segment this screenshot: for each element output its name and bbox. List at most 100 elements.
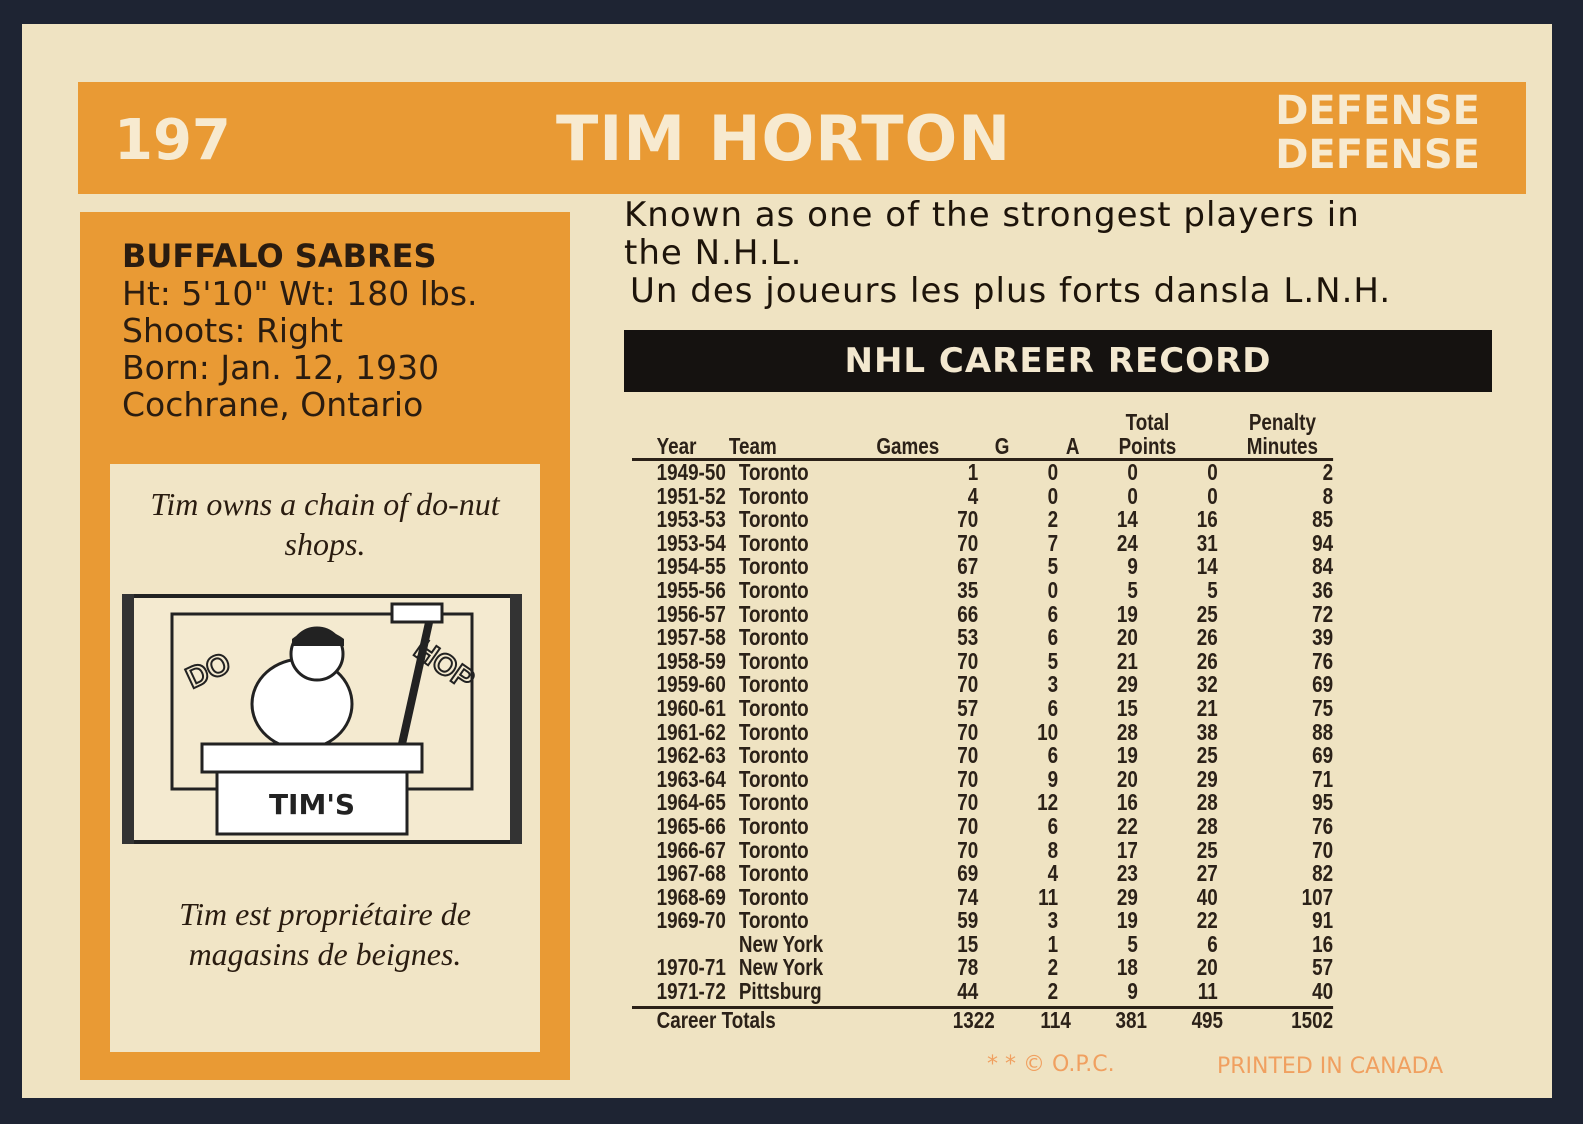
cell-pim: 1502 [1291, 1006, 1334, 1033]
cell-goals: 5 [1047, 647, 1059, 674]
cell-points: 11 [1197, 978, 1218, 1005]
trivia-fr: Tim est propriétaire de magasins de beig… [179, 896, 471, 972]
cell-goals: 10 [1037, 718, 1059, 745]
cell-pim: 71 [1312, 765, 1334, 792]
hockey-card-back: 197 TIM HORTON DEFENSE DEFENSE BUFFALO S… [22, 24, 1552, 1098]
cell-games: 35 [957, 576, 979, 603]
cell-team: Toronto [738, 647, 809, 674]
table-row: 1962-63 Toronto 70 6 19 25 69 [632, 742, 1334, 769]
totals-row: Career Totals 1322 114 381 495 1502 [632, 1005, 1334, 1033]
cell-goals: 114 [1040, 1006, 1071, 1033]
cell-games: 70 [957, 718, 979, 745]
card-number: 197 [114, 108, 231, 173]
cell-games: 70 [957, 647, 979, 674]
cell-year: 1951-52 [656, 482, 726, 509]
cell-points: 21 [1196, 694, 1218, 721]
table-row: 1968-69 Toronto 74 11 29 40 107 [632, 883, 1334, 910]
cell-points: 32 [1196, 671, 1218, 698]
cell-games: 57 [957, 694, 979, 721]
col-header: Penalty Minutes [1246, 409, 1319, 459]
cell-assists: 24 [1116, 529, 1138, 556]
table-row: 1963-64 Toronto 70 9 20 29 71 [632, 765, 1334, 792]
cell-year: 1949-50 [656, 459, 726, 485]
table-row: 1949-50 Toronto 1 0 0 0 2 [632, 459, 1334, 485]
table-row: 1954-55 Toronto 67 5 9 14 84 [632, 553, 1334, 580]
cell-assists: 15 [1116, 694, 1138, 721]
cell-assists: 5 [1127, 576, 1138, 603]
cell-team: Toronto [738, 883, 809, 910]
cell-games: 67 [957, 553, 979, 580]
table-row: 1958-59 Toronto 70 5 21 26 76 [632, 647, 1334, 674]
cell-games: 66 [957, 600, 979, 627]
cell-goals: 1 [1047, 930, 1059, 957]
cell-assists: 20 [1116, 765, 1138, 792]
cell-points: 26 [1196, 624, 1218, 651]
cell-year: 1956-57 [656, 600, 726, 627]
cell-games: 70 [957, 506, 979, 533]
table-row: 1956-57 Toronto 66 6 19 25 72 [632, 600, 1334, 627]
cell-assists: 29 [1116, 671, 1138, 698]
col-header: Year [656, 433, 697, 459]
blurb-fr: Un des joueurs les plus forts dansla L.N… [630, 271, 1392, 311]
cell-year: 1966-67 [656, 836, 726, 863]
cell-team: Toronto [738, 765, 809, 792]
cell-goals: 6 [1047, 742, 1059, 769]
col-header: A [1065, 433, 1080, 459]
cell-games: 44 [957, 978, 979, 1005]
cell-goals: 3 [1047, 907, 1059, 934]
table-row: 1961-62 Toronto 70 10 28 38 88 [632, 718, 1334, 745]
col-header: Games [876, 433, 940, 459]
cell-year: 1953-53 [656, 506, 726, 533]
cell-points: 14 [1196, 553, 1218, 580]
cell-assists: 9 [1127, 553, 1138, 580]
blurb-en-2: the N.H.L. [624, 233, 803, 273]
table-row: 1970-71 New York 78 2 18 20 57 [632, 954, 1334, 981]
team-name: BUFFALO SABRES [122, 237, 437, 275]
cell-year: 1960-61 [656, 694, 726, 721]
cell-points: 25 [1196, 742, 1218, 769]
cell-points: 28 [1196, 789, 1218, 816]
cell-games: 70 [957, 742, 979, 769]
cell-year: 1958-59 [656, 647, 726, 674]
cell-goals: 0 [1047, 482, 1059, 509]
col-header: Team [728, 433, 777, 459]
cell-assists: 23 [1116, 860, 1138, 887]
cell-assists: 21 [1116, 647, 1138, 674]
cell-games: 78 [957, 954, 979, 981]
cell-team: Toronto [738, 718, 809, 745]
cell-points: 28 [1196, 812, 1218, 839]
cell-goals: 3 [1047, 671, 1059, 698]
cell-goals: 0 [1047, 576, 1059, 603]
cell-goals: 8 [1047, 836, 1059, 863]
cell-points: 25 [1196, 600, 1218, 627]
cell-year: 1970-71 [656, 954, 726, 981]
cell-assists: 22 [1116, 812, 1138, 839]
cell-year: Career Totals [656, 1006, 776, 1033]
cell-assists: 0 [1127, 482, 1138, 509]
cell-pim: 76 [1312, 812, 1334, 839]
cell-team: Toronto [738, 600, 809, 627]
cell-pim: 88 [1312, 718, 1334, 745]
cell-games: 70 [957, 765, 979, 792]
cell-assists: 19 [1116, 742, 1138, 769]
cell-team: Toronto [738, 553, 809, 580]
record-title: NHL CAREER RECORD [624, 330, 1492, 392]
cell-pim: 57 [1312, 954, 1334, 981]
table-row: 1971-72 Pittsburg 44 2 9 11 40 [632, 978, 1334, 1005]
blurb: Known as one of the strongest players in… [624, 196, 1391, 310]
cell-goals: 6 [1047, 694, 1059, 721]
cell-year: 1957-58 [656, 624, 726, 651]
cell-year [632, 933, 739, 957]
cell-team: Toronto [738, 576, 809, 603]
cartoon-desk-label: TIM'S [269, 788, 355, 821]
cell-pim: 82 [1312, 860, 1334, 887]
printed-in: PRINTED IN CANADA [1217, 1054, 1444, 1079]
cell-goals: 2 [1047, 978, 1059, 1005]
cell-points: 6 [1207, 930, 1218, 957]
cell-games: 1322 [952, 1006, 995, 1033]
cell-goals: 4 [1047, 860, 1059, 887]
cell-points: 38 [1196, 718, 1218, 745]
cell-pim: 94 [1312, 529, 1334, 556]
trivia-en: Tim owns a chain of do-nut shops. [150, 486, 500, 562]
cell-year: 1967-68 [656, 860, 726, 887]
